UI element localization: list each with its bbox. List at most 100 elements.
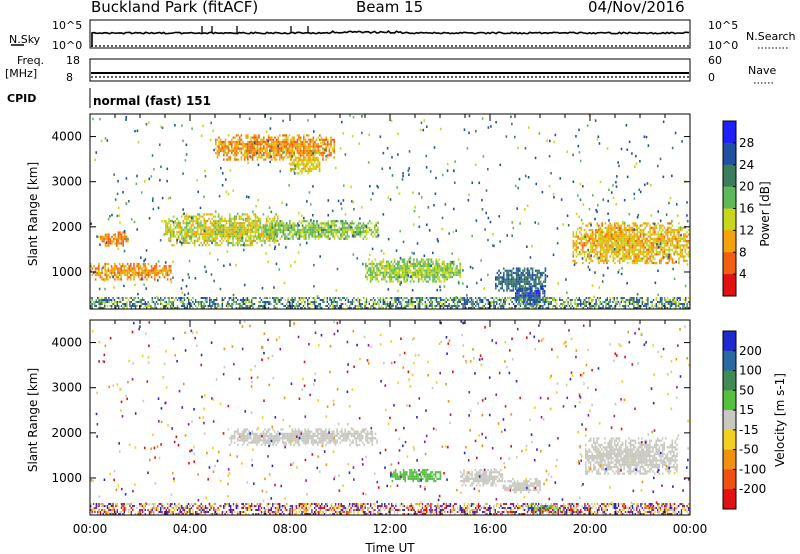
cell [343, 233, 345, 236]
cell [309, 228, 312, 232]
cell [679, 255, 682, 258]
cell [392, 262, 394, 266]
cell [285, 222, 288, 225]
cell [165, 228, 167, 231]
cell [494, 301, 496, 303]
cell [356, 305, 358, 307]
cell [165, 303, 167, 305]
cell [304, 307, 306, 309]
cell [599, 244, 602, 247]
cell [304, 170, 306, 173]
cell [496, 276, 499, 279]
cell [205, 222, 207, 225]
cell [475, 301, 477, 303]
cell [435, 271, 437, 274]
cell [309, 149, 311, 152]
cell [290, 158, 292, 161]
cell [238, 237, 241, 240]
cell [168, 301, 170, 303]
cell [227, 219, 229, 223]
cell [572, 233, 575, 236]
cell [348, 226, 350, 229]
cell [511, 282, 513, 286]
cell [535, 289, 538, 293]
cell [536, 287, 539, 290]
cell [421, 278, 423, 281]
cell [353, 231, 355, 234]
cell [195, 305, 197, 307]
cell [663, 242, 666, 245]
cell [270, 303, 272, 305]
cell [525, 287, 527, 290]
cell [232, 140, 235, 144]
cell [403, 269, 405, 272]
cell [604, 235, 607, 238]
cell [314, 303, 316, 305]
cell [227, 149, 230, 152]
cell [660, 248, 663, 251]
cell [229, 230, 231, 234]
cell [515, 285, 517, 288]
cell [283, 147, 286, 150]
cell [620, 231, 623, 234]
cell [622, 255, 624, 258]
cell [241, 307, 243, 309]
cell [232, 149, 235, 152]
cell [247, 154, 249, 157]
cell [581, 303, 583, 305]
cell [544, 267, 547, 270]
cell [615, 237, 618, 240]
cell [227, 307, 229, 309]
nsearch-label: N.Search [746, 30, 796, 43]
cell [293, 138, 295, 141]
cell [181, 237, 183, 240]
cell [200, 230, 202, 234]
cell [99, 276, 102, 279]
cell [253, 136, 255, 139]
cell [678, 257, 680, 260]
cell [274, 233, 277, 236]
cell [588, 222, 591, 225]
cell [368, 267, 370, 270]
cell [440, 301, 442, 303]
cell [365, 228, 368, 232]
cell [154, 297, 156, 299]
cell [319, 138, 321, 141]
cell [572, 231, 575, 234]
cell [547, 305, 550, 307]
cell [580, 239, 583, 243]
cell [585, 303, 587, 305]
cell [430, 260, 433, 263]
cell [598, 228, 600, 232]
cell [317, 165, 319, 168]
cell [330, 301, 333, 303]
cell [388, 303, 390, 305]
cell [515, 296, 517, 299]
cell [209, 297, 211, 299]
cell [323, 151, 326, 155]
cell [301, 161, 303, 164]
cell [261, 149, 263, 152]
cell [591, 305, 593, 307]
cell [286, 307, 288, 309]
cell [486, 307, 488, 309]
cell [535, 276, 537, 279]
cell [670, 257, 672, 260]
cell [639, 253, 642, 256]
cell [320, 145, 323, 148]
cell [229, 158, 231, 161]
cell [609, 235, 611, 238]
cell [340, 237, 342, 240]
cell [487, 307, 489, 309]
cell [540, 285, 543, 288]
cell [390, 260, 393, 263]
cell [157, 303, 159, 305]
cell [322, 299, 324, 301]
cell [319, 154, 321, 157]
cell [237, 235, 239, 238]
cell [243, 151, 246, 155]
cell [495, 278, 497, 281]
cell [275, 147, 278, 150]
cell [138, 276, 140, 279]
cell [583, 233, 586, 236]
